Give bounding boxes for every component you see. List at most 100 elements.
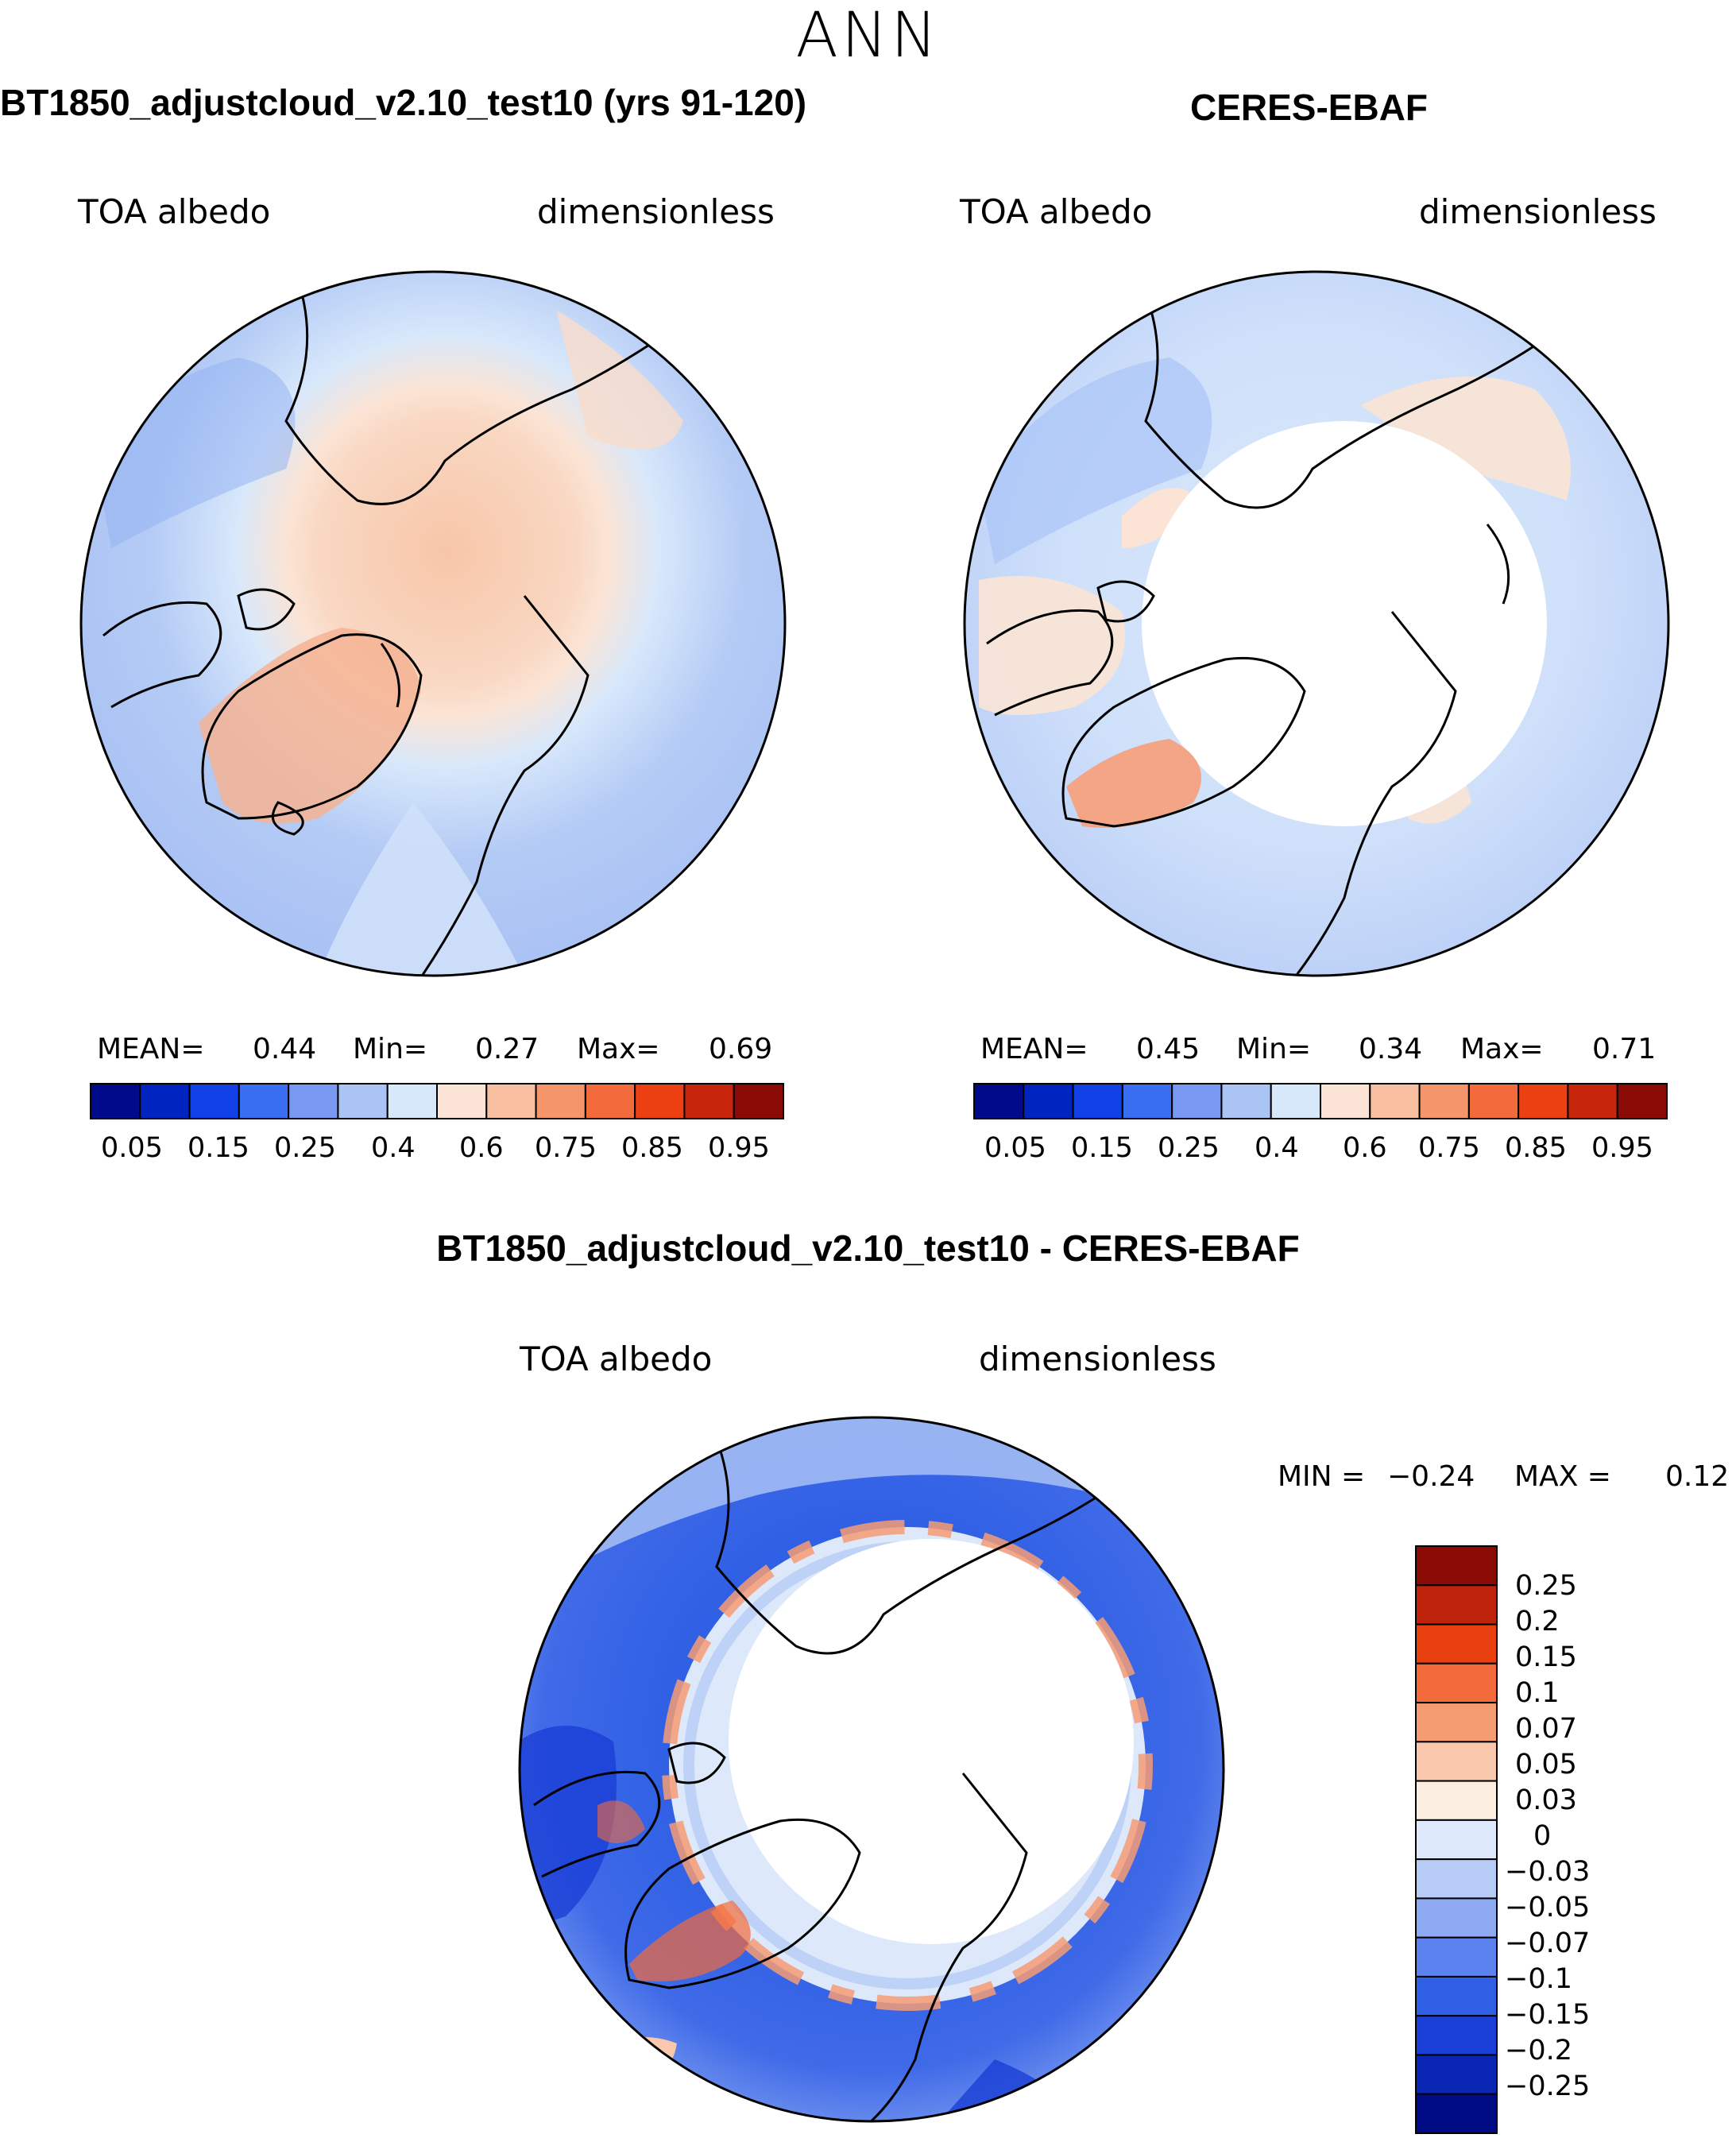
- diff-colorbar-swatch-0: [1415, 1545, 1498, 1587]
- panel-2-max-label: Max=: [1460, 1033, 1544, 1065]
- main-title: ANN: [795, 0, 941, 72]
- colorbar-swatch-8: [485, 1083, 537, 1119]
- panel-2-mean-value: 0.45: [1136, 1033, 1201, 1065]
- colorbar-swatch-3: [238, 1083, 290, 1119]
- colorbar-swatch-5: [1220, 1083, 1272, 1119]
- colorbar-swatch-11: [634, 1083, 686, 1119]
- cb2-tick-2: 0.25: [1158, 1132, 1220, 1164]
- diff-cb-label-2: 0.15: [1515, 1641, 1577, 1673]
- panel-1-min-label: Min=: [353, 1033, 428, 1065]
- cb1-tick-0: 0.05: [101, 1132, 163, 1164]
- cb1-tick-4: 0.6: [459, 1132, 504, 1164]
- colorbar-swatch-4: [288, 1083, 339, 1119]
- cb1-tick-1: 0.15: [188, 1132, 249, 1164]
- diff-colorbar-swatch-6: [1415, 1780, 1498, 1821]
- colorbar-swatch-13: [733, 1083, 785, 1119]
- cb1-tick-3: 0.4: [371, 1132, 416, 1164]
- diff-colorbar-swatch-12: [1415, 2015, 1498, 2056]
- diff-max-value: 0.12: [1665, 1460, 1730, 1493]
- cb1-tick-5: 0.75: [535, 1132, 597, 1164]
- panel-1-mean-label: MEAN=: [97, 1033, 205, 1065]
- colorbar-swatch-7: [436, 1083, 488, 1119]
- colorbar-swatch-12: [683, 1083, 735, 1119]
- diff-units: dimensionless: [979, 1340, 1216, 1378]
- colorbar-swatch-10: [1467, 1083, 1520, 1119]
- panel-2-max-value: 0.71: [1592, 1033, 1657, 1065]
- diff-colorbar-swatch-13: [1415, 2054, 1498, 2095]
- cb2-tick-3: 0.4: [1255, 1132, 1299, 1164]
- panel-2-title: CERES-EBAF: [1190, 87, 1429, 128]
- panel-2-variable: TOA albedo: [960, 192, 1153, 231]
- diff-colorbar-swatch-4: [1415, 1702, 1498, 1743]
- diff-cb-label-6: 0.03: [1515, 1784, 1577, 1816]
- panel-1-max-value: 0.69: [709, 1033, 773, 1065]
- panel-1-max-label: Max=: [577, 1033, 660, 1065]
- colorbar-swatch-0: [90, 1083, 141, 1119]
- diff-colorbar-swatch-3: [1415, 1662, 1498, 1704]
- diff-variable: TOA albedo: [520, 1340, 713, 1378]
- colorbar-swatch-3: [1121, 1083, 1173, 1119]
- diff-cb-label-0: 0.25: [1515, 1570, 1577, 1602]
- diff-colorbar-swatch-10: [1415, 1936, 1498, 1978]
- panel-2-min-value: 0.34: [1359, 1033, 1423, 1065]
- diff-colorbar-swatch-11: [1415, 1975, 1498, 2017]
- diff-cb-label-12: −0.15: [1505, 1999, 1591, 2031]
- colorbar-swatch-11: [1518, 1083, 1569, 1119]
- diff-cb-label-3: 0.1: [1515, 1677, 1560, 1709]
- diff-colorbar-swatch-5: [1415, 1741, 1498, 1782]
- colorbar-swatch-6: [1270, 1083, 1322, 1119]
- map-difference: [518, 1416, 1225, 2123]
- diff-colorbar-swatch-7: [1415, 1819, 1498, 1861]
- cb2-tick-4: 0.6: [1343, 1132, 1387, 1164]
- diff-colorbar-swatch-8: [1415, 1858, 1498, 1900]
- map-model: [79, 270, 787, 977]
- panel-1-units: dimensionless: [537, 192, 775, 231]
- colorbar-ceres: [973, 1083, 1668, 1119]
- panel-1-mean-value: 0.44: [253, 1033, 317, 1065]
- cb2-tick-6: 0.85: [1505, 1132, 1567, 1164]
- colorbar-swatch-6: [386, 1083, 439, 1119]
- colorbar-swatch-1: [139, 1083, 191, 1119]
- colorbar-swatch-9: [535, 1083, 586, 1119]
- colorbar-swatch-4: [1171, 1083, 1223, 1119]
- colorbar-swatch-9: [1418, 1083, 1470, 1119]
- diff-colorbar-swatch-14: [1415, 2093, 1498, 2135]
- panel-1-variable: TOA albedo: [78, 192, 271, 231]
- panel-1-title: BT1850_adjustcloud_v2.10_test10 (yrs 91-…: [0, 82, 807, 123]
- cb1-tick-7: 0.95: [708, 1132, 770, 1164]
- diff-cb-label-1: 0.2: [1515, 1606, 1560, 1637]
- map-ceres: [963, 270, 1670, 977]
- diff-cb-label-9: −0.05: [1505, 1892, 1591, 1923]
- colorbar-swatch-2: [188, 1083, 240, 1119]
- colorbar-swatch-7: [1320, 1083, 1371, 1119]
- colorbar-difference: [1415, 1545, 1498, 2135]
- colorbar-swatch-2: [1072, 1083, 1123, 1119]
- cb2-tick-0: 0.05: [984, 1132, 1046, 1164]
- colorbar-swatch-0: [973, 1083, 1025, 1119]
- colorbar-swatch-12: [1567, 1083, 1618, 1119]
- diff-cb-label-13: −0.2: [1505, 2035, 1572, 2066]
- diff-min-label: MIN =: [1278, 1460, 1366, 1493]
- diff-cb-label-11: −0.1: [1505, 1963, 1572, 1995]
- colorbar-model: [90, 1083, 785, 1119]
- cb2-tick-1: 0.15: [1071, 1132, 1133, 1164]
- diff-min-value: −0.24: [1387, 1460, 1475, 1493]
- diff-cb-label-7: 0: [1533, 1820, 1552, 1852]
- diff-cb-label-5: 0.05: [1515, 1749, 1577, 1780]
- diff-cb-label-14: −0.25: [1505, 2070, 1591, 2102]
- diff-colorbar-swatch-9: [1415, 1897, 1498, 1939]
- cb2-tick-7: 0.95: [1591, 1132, 1653, 1164]
- panel-1-min-value: 0.27: [475, 1033, 539, 1065]
- colorbar-swatch-13: [1616, 1083, 1668, 1119]
- diff-cb-label-8: −0.03: [1505, 1856, 1591, 1888]
- cb1-tick-6: 0.85: [621, 1132, 683, 1164]
- diff-colorbar-swatch-1: [1415, 1584, 1498, 1626]
- colorbar-swatch-8: [1369, 1083, 1421, 1119]
- cb2-tick-5: 0.75: [1418, 1132, 1480, 1164]
- diff-cb-label-10: −0.07: [1505, 1927, 1591, 1959]
- diff-colorbar-swatch-2: [1415, 1623, 1498, 1664]
- panel-2-units: dimensionless: [1419, 192, 1657, 231]
- diff-title: BT1850_adjustcloud_v2.10_test10 - CERES-…: [436, 1228, 1300, 1269]
- panel-2-min-label: Min=: [1236, 1033, 1312, 1065]
- panel-2-mean-label: MEAN=: [980, 1033, 1088, 1065]
